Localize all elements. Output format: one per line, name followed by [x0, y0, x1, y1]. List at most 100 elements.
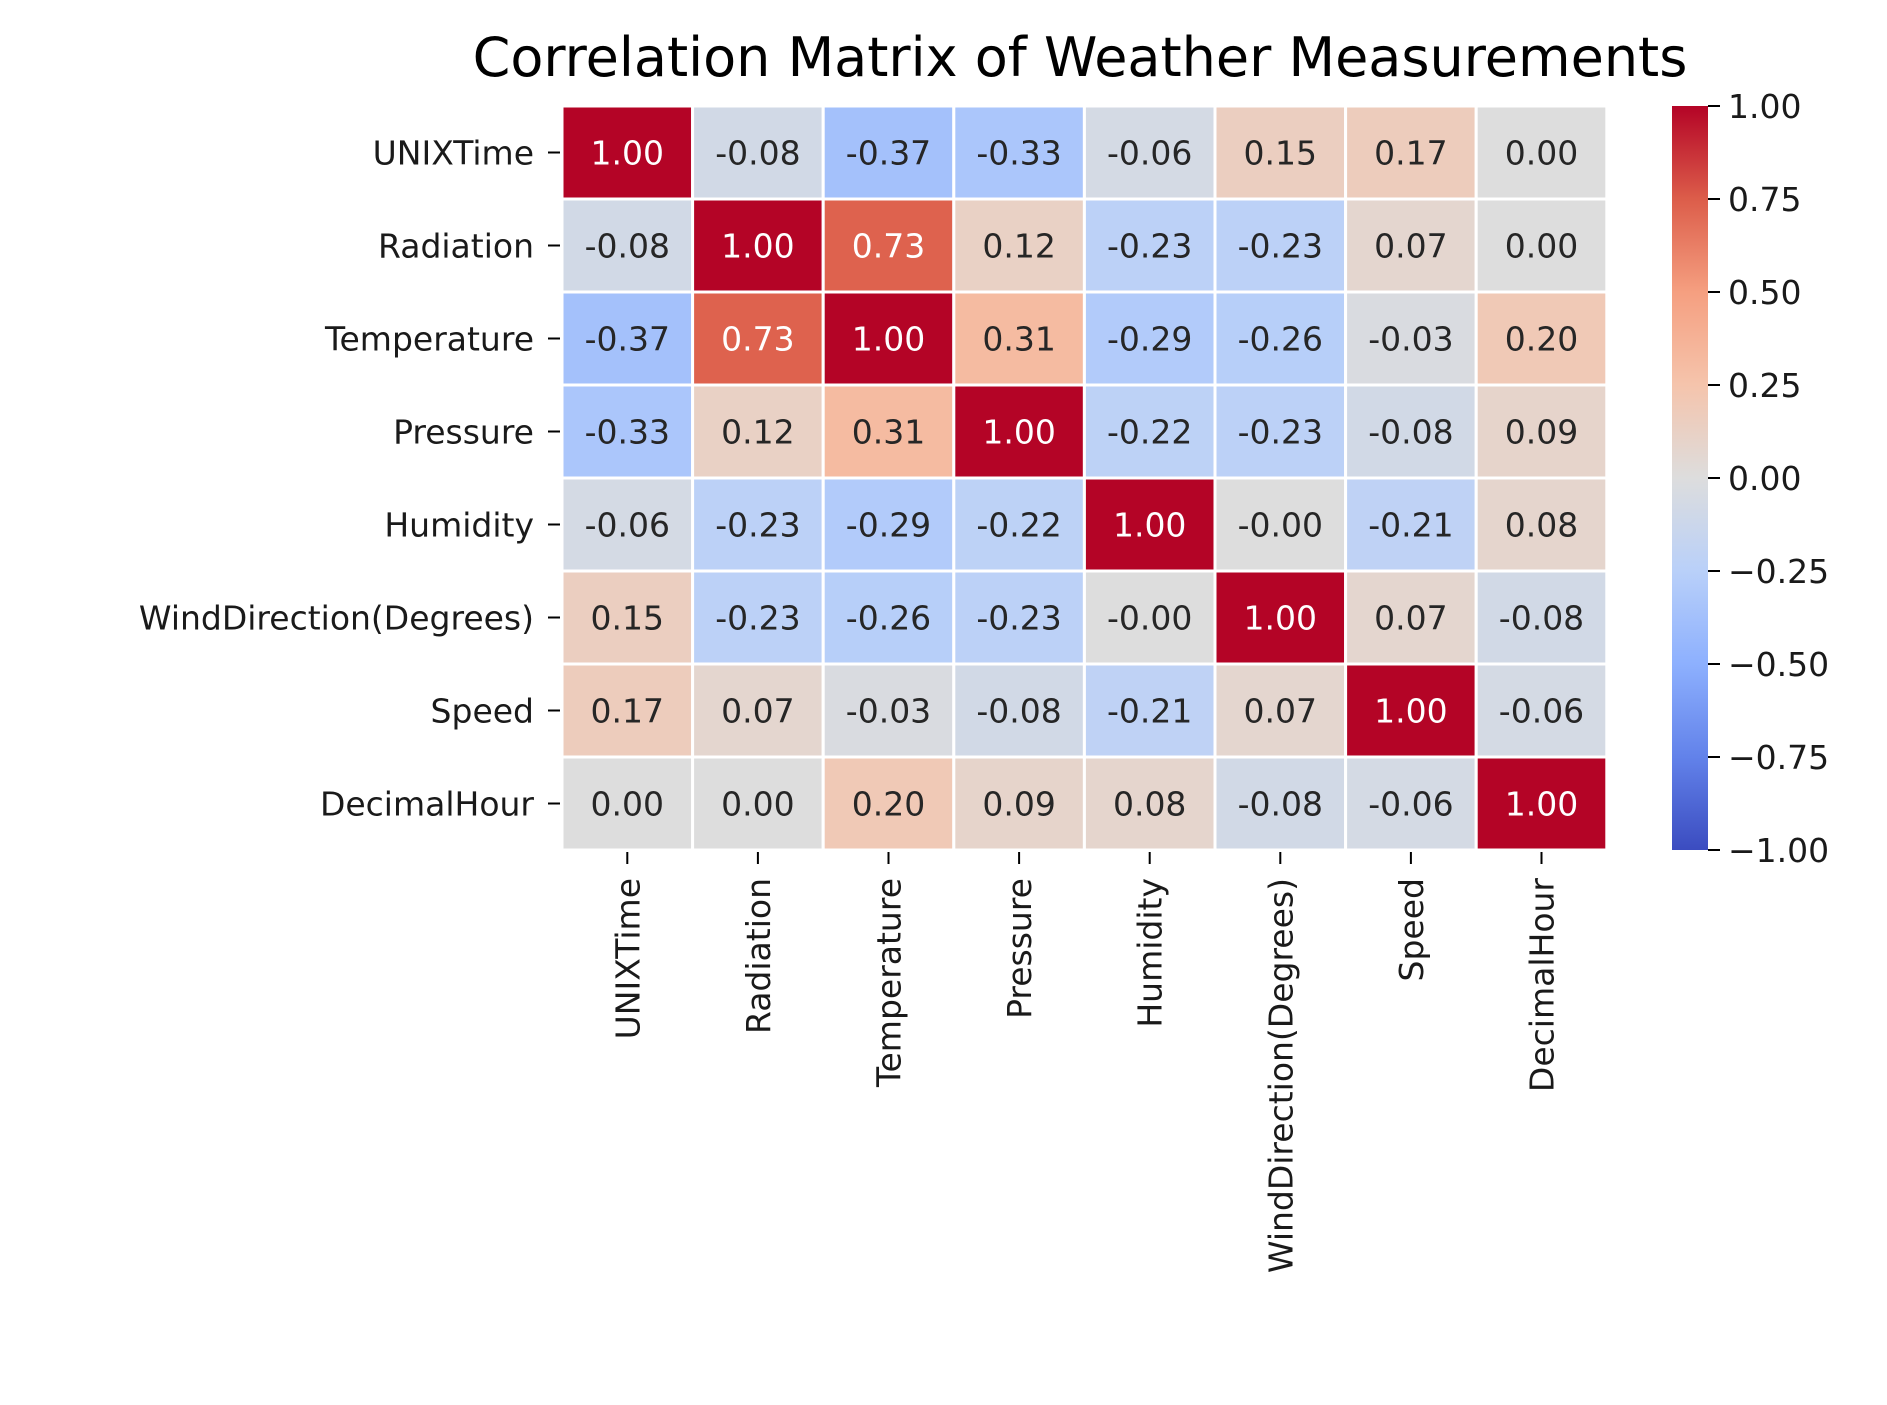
cell-value-label: 0.07	[721, 692, 794, 731]
heatmap-cell	[1082, 290, 1217, 387]
cell-value-label: 0.08	[1505, 506, 1578, 545]
heatmap-cell	[1082, 476, 1217, 573]
cell-value-label: 0.17	[591, 692, 664, 731]
cell-value-label: -0.26	[846, 599, 931, 638]
cell-value-label: 0.20	[1505, 320, 1578, 359]
heatmap-cell	[1082, 383, 1217, 480]
heatmap-cell	[560, 104, 695, 201]
column-labels: UNIXTime Radiation Temperature Pressure Humi…	[608, 852, 1562, 1273]
cell-value-label: 0.07	[1374, 599, 1447, 638]
colorbar-tick-label: −0.75	[1728, 738, 1829, 777]
cell-value-label: -0.08	[976, 692, 1061, 731]
x-tick-label: WindDirection(Degrees)	[1261, 878, 1300, 1273]
heatmap-cell	[1082, 662, 1217, 759]
heatmap-cell	[691, 104, 825, 201]
x-tick-label: Radiation	[739, 878, 778, 1034]
x-tick-label: UNIXTime	[608, 878, 647, 1039]
cell-value-label: -0.22	[976, 506, 1061, 545]
colorbar-tick-label: 0.50	[1728, 273, 1801, 312]
heatmap-cell	[1474, 290, 1609, 387]
colorbar-tick-label: 0.00	[1728, 459, 1801, 498]
colorbar-tick-label: −0.25	[1728, 552, 1829, 591]
cell-value-label: 0.15	[591, 599, 664, 638]
cell-value-label: 1.00	[982, 413, 1055, 452]
cell-value-label: -0.08	[715, 134, 800, 173]
cell-value-label: 1.00	[1113, 506, 1186, 545]
x-tick-label: Humidity	[1131, 878, 1170, 1028]
cell-value-label: -0.26	[1238, 320, 1323, 359]
cell-value-label: 0.12	[721, 413, 794, 452]
heatmap-cell	[1213, 755, 1348, 852]
heatmap-cell	[1213, 662, 1348, 759]
heatmap-cell	[560, 662, 695, 759]
heatmap-cell	[952, 290, 1086, 387]
cell-value-label: 0.09	[1505, 413, 1578, 452]
colorbar-tick-label: 1.00	[1728, 87, 1801, 126]
cell-value-label: 1.00	[1505, 785, 1578, 824]
cell-value-label: 1.00	[591, 134, 664, 173]
cell-value-label: 0.08	[1113, 785, 1186, 824]
y-tick-label: WindDirection(Degrees)	[139, 599, 534, 638]
cell-value-label: 0.17	[1374, 134, 1447, 173]
heatmap-cell	[1344, 569, 1478, 666]
cell-value-label: -0.23	[976, 599, 1061, 638]
colorbar-tick-label: 0.75	[1728, 180, 1801, 219]
cell-value-label: -0.08	[1368, 413, 1453, 452]
cell-value-label: -0.23	[1238, 227, 1323, 266]
cell-value-label: 0.00	[1505, 227, 1578, 266]
heatmap-cell	[1213, 197, 1348, 294]
heatmap-cell	[560, 755, 695, 852]
heatmap-cell	[1474, 662, 1609, 759]
y-tick-label: Speed	[431, 692, 534, 731]
heatmap-cell	[1082, 755, 1217, 852]
cell-value-label: -0.03	[846, 692, 931, 731]
heatmap-cell	[1344, 290, 1478, 387]
heatmap-cell	[821, 383, 956, 480]
cell-value-label: -0.29	[1107, 320, 1192, 359]
y-tick-label: DecimalHour	[320, 785, 534, 824]
cell-value-label: -0.37	[585, 320, 670, 359]
cell-value-label: 0.73	[721, 320, 794, 359]
cell-value-label: -0.00	[1238, 506, 1323, 545]
heatmap-cell	[1474, 569, 1609, 666]
heatmap-cell	[1213, 290, 1348, 387]
cell-value-label: 1.00	[721, 227, 794, 266]
cell-value-label: -0.23	[1238, 413, 1323, 452]
heatmap-cell	[691, 197, 825, 294]
cell-value-label: 0.15	[1244, 134, 1317, 173]
cell-value-label: 0.07	[1244, 692, 1317, 731]
colorbar-gradient	[1672, 106, 1708, 850]
cell-value-label: 1.00	[1244, 599, 1317, 638]
heatmap-cell	[1213, 104, 1348, 201]
heatmap-cell	[952, 383, 1086, 480]
heatmap-cell	[821, 755, 956, 852]
cell-value-label: -0.33	[585, 413, 670, 452]
cell-value-label: -0.23	[1107, 227, 1192, 266]
cell-value-label: -0.08	[1238, 785, 1323, 824]
cell-value-label: -0.00	[1107, 599, 1192, 638]
cell-value-label: 0.00	[1505, 134, 1578, 173]
cell-value-label: -0.03	[1368, 320, 1453, 359]
row-labels: UNIXTime Radiation Temperature Pressure Humi…	[139, 134, 560, 824]
cell-value-label: 0.31	[982, 320, 1055, 359]
cell-value-label: -0.06	[585, 506, 670, 545]
x-tick-label: Temperature	[870, 878, 909, 1088]
cell-value-label: 0.20	[852, 785, 925, 824]
heatmap-cell	[1213, 569, 1348, 666]
heatmap-cell	[1344, 662, 1478, 759]
cell-value-label: 0.31	[852, 413, 925, 452]
cell-value-label: -0.22	[1107, 413, 1192, 452]
cell-value-label: -0.37	[846, 134, 931, 173]
cell-value-label: -0.21	[1368, 506, 1453, 545]
cell-value-label: -0.06	[1107, 134, 1192, 173]
cell-value-label: -0.06	[1368, 785, 1453, 824]
cell-value-label: 1.00	[1374, 692, 1447, 731]
y-tick-label: UNIXTime	[373, 134, 534, 173]
cell-value-label: -0.08	[585, 227, 670, 266]
colorbar-tick-label: −1.00	[1728, 831, 1829, 870]
cell-value-label: 1.00	[852, 320, 925, 359]
cell-value-label: -0.33	[976, 134, 1061, 173]
y-tick-label: Humidity	[384, 506, 534, 545]
x-tick-label: DecimalHour	[1523, 878, 1562, 1092]
heatmap-cell	[691, 662, 825, 759]
